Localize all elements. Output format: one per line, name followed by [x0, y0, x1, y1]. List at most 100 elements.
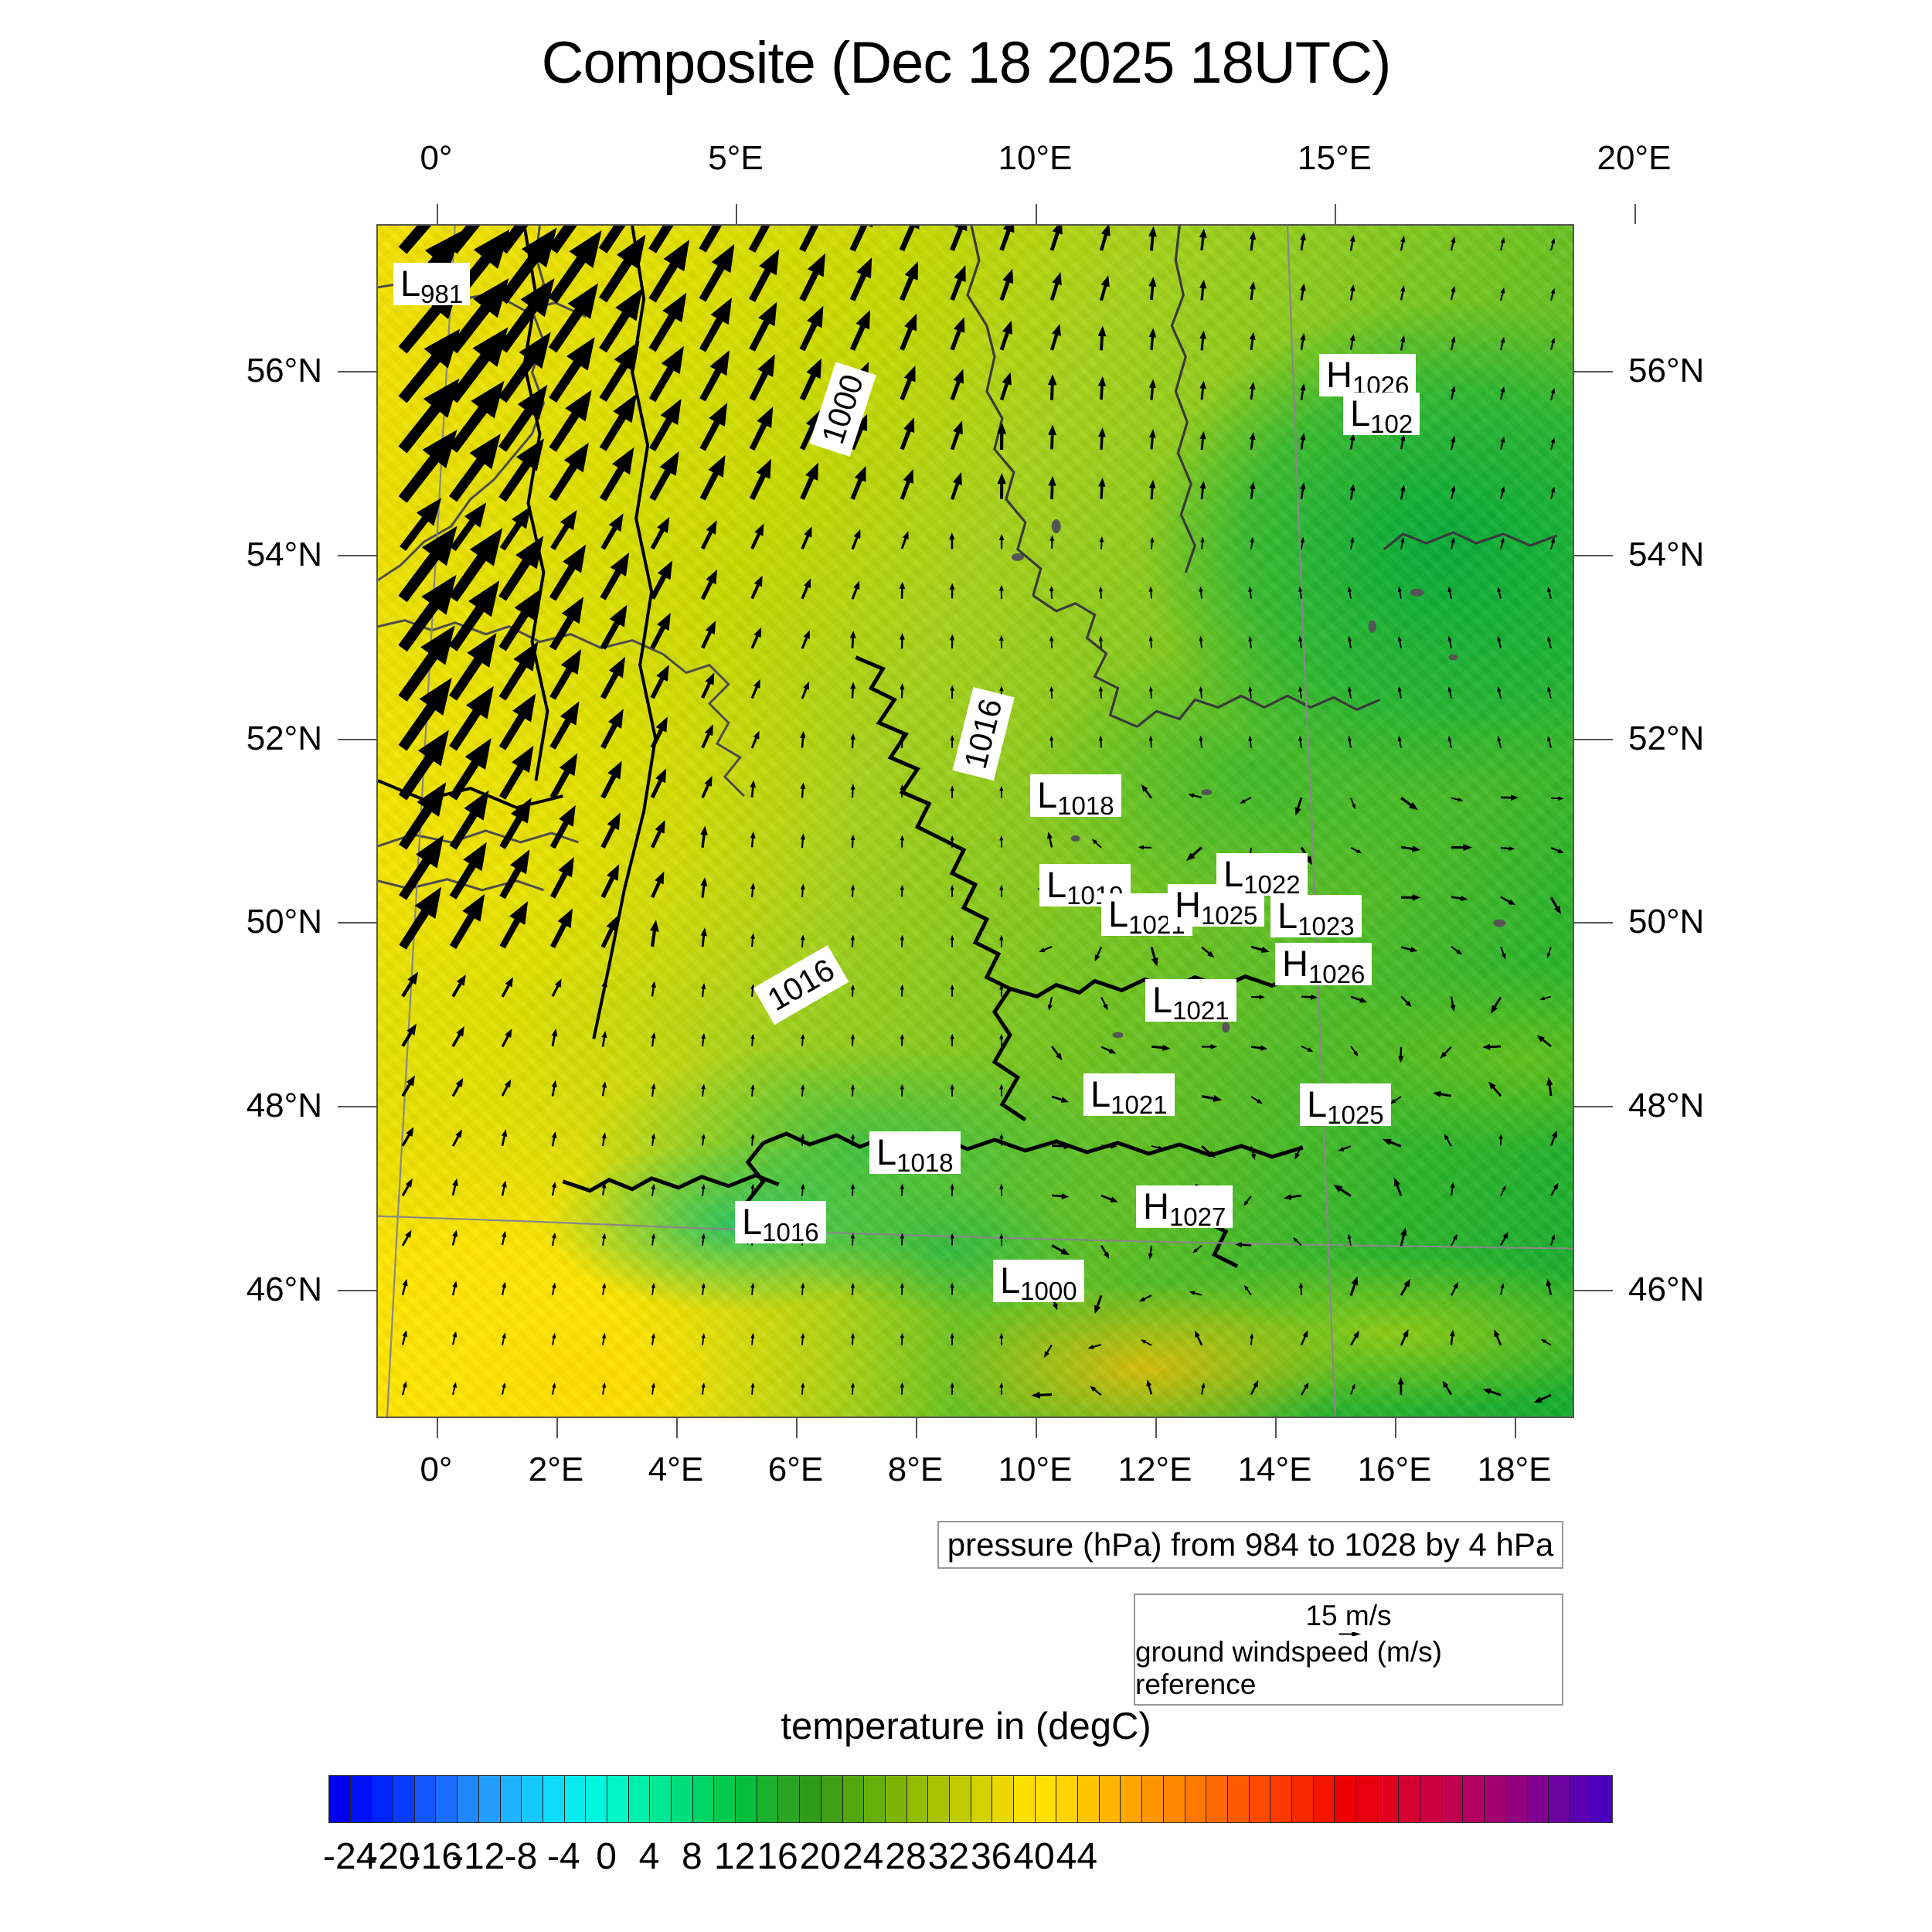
wind-arrow	[1048, 476, 1056, 500]
colorbar-cell	[1420, 1776, 1442, 1822]
wind-arrow	[900, 1083, 904, 1096]
axis-label-bottom-2: 4°E	[648, 1451, 703, 1489]
colorbar-cell	[1485, 1776, 1506, 1822]
wind-arrow	[850, 1383, 855, 1395]
wind-arrow	[998, 473, 1007, 499]
colorbar-cell	[821, 1776, 843, 1822]
wind-arrow	[850, 834, 855, 848]
colorbar-cell	[372, 1776, 393, 1822]
colorbar-cell	[1036, 1776, 1057, 1822]
colorbar-tick-label: 4	[639, 1835, 660, 1878]
wind-reference-caption: ground windspeed (m/s) reference	[1135, 1636, 1562, 1701]
colorbar-cell	[1399, 1776, 1420, 1822]
colorbar-cell	[436, 1776, 457, 1822]
colorbar-tick-label: 40	[1013, 1835, 1054, 1878]
colorbar-cell	[351, 1776, 372, 1822]
colorbar-tick-label: 36	[971, 1835, 1012, 1878]
colorbar-cell	[672, 1776, 693, 1822]
colorbar-cell	[393, 1776, 415, 1822]
axis-label-top-0: 0°	[420, 139, 452, 178]
wind-arrow	[850, 1134, 855, 1146]
wind-arrow	[900, 1183, 904, 1196]
wind-arrow	[950, 1283, 954, 1295]
colorbar-cell	[886, 1776, 907, 1822]
wind-arrow	[800, 1383, 805, 1395]
wind-arrow	[850, 1083, 855, 1096]
axis-tick-right	[1574, 1290, 1613, 1291]
axis-tick-right	[1574, 922, 1613, 923]
high-pressure-label: H1027	[1136, 1185, 1233, 1228]
wind-arrow	[950, 634, 955, 649]
colorbar-tick-label: 0	[596, 1835, 617, 1878]
wind-arrow	[1199, 536, 1205, 549]
colorbar-tick-label: 44	[1056, 1835, 1097, 1878]
wind-arrow	[999, 534, 1005, 549]
wind-arrow	[1451, 844, 1472, 851]
colorbar-cell	[1014, 1776, 1036, 1822]
colorbar-cell	[1206, 1776, 1228, 1822]
map-panel[interactable]: 1000 1016 1016 L981 L1018 L1019 L1021 H1025 L10…	[376, 224, 1574, 1418]
wind-arrow	[1049, 736, 1054, 748]
axis-tick-bottom	[1395, 1418, 1396, 1438]
wind-arrow	[1202, 1044, 1217, 1049]
low-pressure-label: L1023	[1270, 895, 1362, 937]
wind-arrow	[950, 835, 954, 848]
wind-arrow	[1138, 845, 1151, 850]
colorbar-tick-label: 20	[800, 1835, 841, 1878]
wind-arrow	[849, 631, 856, 649]
axis-tick-bottom	[796, 1418, 798, 1438]
wind-arrow	[800, 934, 805, 947]
wind-arrow	[849, 784, 855, 798]
colorbar-tick-label: 32	[928, 1835, 969, 1878]
wind-arrow	[900, 734, 905, 748]
low-pressure-label: L1021	[1083, 1073, 1175, 1116]
wind-arrow	[1047, 425, 1056, 450]
axis-label-bottom-3: 6°E	[768, 1451, 823, 1489]
wind-reference-value: 15 m/s	[1305, 1600, 1391, 1632]
wind-arrow	[900, 1383, 904, 1395]
colorbar-tick-label: 8	[682, 1835, 702, 1878]
wind-arrow	[950, 885, 954, 897]
axis-label-bottom-1: 2°E	[529, 1451, 583, 1489]
colorbar-tick-label: -4	[547, 1835, 580, 1878]
colorbar-cell	[457, 1776, 479, 1822]
axis-tick-left	[338, 371, 376, 372]
axis-tick-top	[1335, 204, 1336, 224]
wind-arrow	[900, 934, 904, 947]
wind-arrow	[900, 985, 904, 997]
wind-arrow	[1298, 1283, 1303, 1296]
wind-arrow	[999, 934, 1004, 947]
axis-tick-right	[1574, 1106, 1613, 1107]
colorbar[interactable]	[328, 1775, 1613, 1823]
wind-arrow	[800, 1134, 805, 1146]
wind-arrow	[1251, 995, 1265, 999]
axis-tick-right	[1574, 371, 1613, 372]
colorbar-cell	[1228, 1776, 1250, 1822]
wind-arrow	[950, 1183, 954, 1196]
axis-label-bottom-6: 12°E	[1118, 1451, 1192, 1489]
wind-arrow	[999, 585, 1004, 599]
colorbar-cell	[1270, 1776, 1292, 1822]
colorbar-cell	[778, 1776, 800, 1822]
wind-arrow	[950, 1084, 954, 1097]
colorbar-cell	[1164, 1776, 1185, 1822]
wind-arrow	[1301, 994, 1318, 1000]
colorbar-cell	[522, 1776, 543, 1822]
wind-arrow	[899, 581, 905, 599]
axis-label-bottom-0: 0°	[420, 1451, 452, 1489]
wind-arrow	[1398, 1046, 1404, 1063]
wind-arrow	[999, 1034, 1004, 1046]
axis-label-top-2: 10°E	[998, 139, 1073, 178]
wind-arrow	[800, 1332, 805, 1345]
colorbar-tick-label: -8	[505, 1835, 538, 1878]
colorbar-cell	[1549, 1776, 1570, 1822]
axis-label-bottom-9: 18°E	[1478, 1451, 1552, 1489]
axis-label-bottom-5: 10°E	[998, 1451, 1073, 1489]
colorbar-cell	[607, 1776, 629, 1822]
wind-arrow	[1049, 586, 1053, 599]
colorbar-cell	[950, 1776, 971, 1822]
wind-arrow	[1148, 736, 1154, 748]
axis-tick-bottom	[556, 1418, 558, 1438]
colorbar-title: temperature in (degC)	[0, 1705, 1932, 1748]
wind-arrow	[950, 735, 954, 748]
